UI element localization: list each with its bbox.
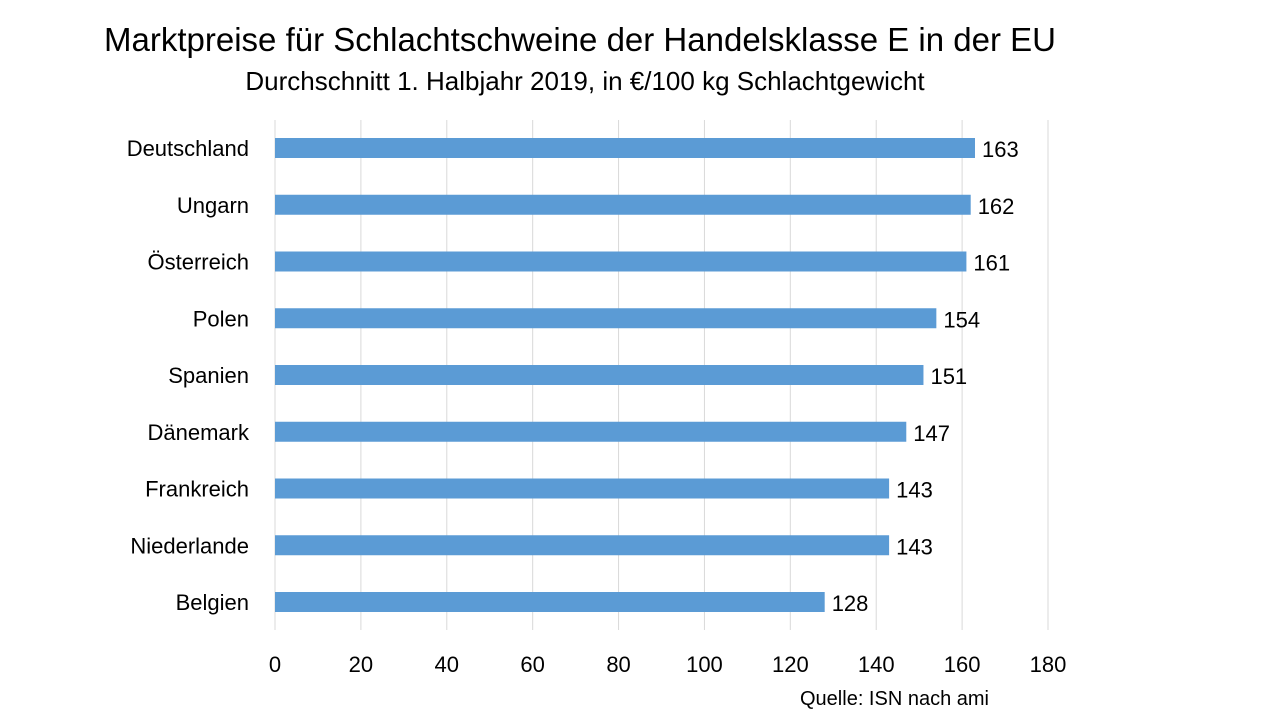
bar <box>275 535 890 556</box>
x-tick-label: 80 <box>606 652 630 677</box>
bar <box>275 251 967 272</box>
data-label: 151 <box>930 364 967 389</box>
source-note: Quelle: ISN nach ami <box>800 688 989 710</box>
data-label: 143 <box>896 534 933 559</box>
x-tick-label: 60 <box>520 652 544 677</box>
data-label: 163 <box>982 137 1019 162</box>
bar <box>275 421 907 442</box>
category-label: Ungarn <box>177 193 249 218</box>
x-axis-tick-labels: 0 20 40 60 80 100 120 140 160 180 <box>269 652 1066 677</box>
x-tick-label: 180 <box>1030 652 1067 677</box>
data-label: 154 <box>943 307 980 332</box>
bar <box>275 478 890 499</box>
data-label: 147 <box>913 421 950 446</box>
category-label: Österreich <box>148 250 249 275</box>
category-label: Dänemark <box>148 420 250 445</box>
x-tick-label: 140 <box>858 652 895 677</box>
data-labels: 163 162 161 154 151 147 143 143 128 <box>832 137 1019 616</box>
data-label: 162 <box>978 194 1015 219</box>
x-tick-label: 20 <box>349 652 373 677</box>
bar <box>275 308 937 329</box>
x-tick-label: 40 <box>435 652 459 677</box>
bar <box>275 138 975 158</box>
chart-subtitle: Durchschnitt 1. Halbjahr 2019, in €/100 … <box>245 66 925 96</box>
x-tick-label: 0 <box>269 652 281 677</box>
bar <box>275 365 924 385</box>
data-label: 128 <box>832 591 869 616</box>
category-label: Frankreich <box>145 477 249 502</box>
category-label: Polen <box>193 306 249 331</box>
x-tick-label: 120 <box>772 652 809 677</box>
bar <box>275 592 825 612</box>
bars <box>275 138 975 612</box>
category-labels: Deutschland Ungarn Österreich Polen Spanien D… <box>127 136 250 615</box>
category-label: Spanien <box>168 363 249 388</box>
category-label: Niederlande <box>130 533 249 558</box>
x-tick-label: 100 <box>686 652 723 677</box>
x-tick-label: 160 <box>944 652 981 677</box>
category-label: Belgien <box>176 590 249 615</box>
data-label: 161 <box>973 251 1010 276</box>
category-label: Deutschland <box>127 136 249 161</box>
chart-title: Marktpreise für Schlachtschweine der Han… <box>104 21 1056 58</box>
data-label: 143 <box>896 478 933 503</box>
bar <box>275 194 971 215</box>
